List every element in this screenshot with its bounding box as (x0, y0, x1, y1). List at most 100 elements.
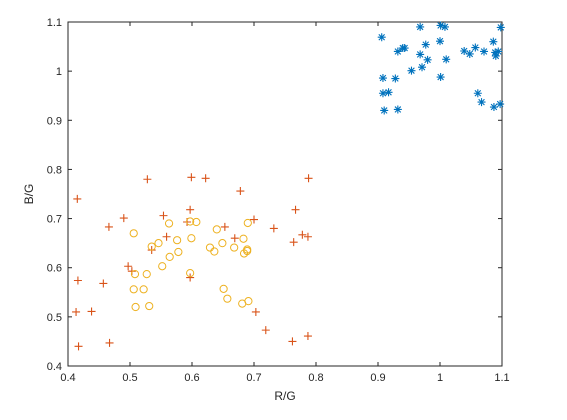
asterisk-point (393, 47, 402, 56)
plus-point (304, 174, 313, 183)
asterisk-point (400, 44, 409, 53)
x-tick-label: 0.7 (246, 372, 261, 384)
plus-point (124, 262, 133, 271)
circle-point (192, 217, 201, 227)
asterisk-point (477, 98, 486, 107)
data-points (72, 21, 505, 351)
circle-point (129, 229, 138, 238)
plus-point (162, 232, 171, 241)
plus-point (269, 224, 278, 233)
circle-point (142, 270, 151, 279)
asterisk-point (378, 74, 387, 83)
x-tick-label: 0.5 (122, 372, 137, 384)
y-axis-ticks: 0.4 0.5 0.6 0.7 0.8 0.9 1 1.1 (47, 17, 502, 373)
circle-point (218, 239, 227, 248)
plus-point (230, 234, 239, 243)
asterisk-point (418, 63, 427, 72)
asterisk-point (436, 21, 445, 30)
asterisk-point (378, 89, 387, 98)
plus-point (236, 187, 245, 196)
plus-point (261, 326, 270, 335)
asterisk-point (491, 48, 500, 57)
circle-point (165, 252, 174, 262)
x-tick-label: 1 (437, 372, 443, 384)
asterisk-point (423, 55, 432, 64)
x-tick-label: 0.6 (184, 372, 199, 384)
asterisk-point (496, 23, 505, 32)
y-tick-label: 1.1 (47, 17, 62, 29)
plus-point (250, 215, 258, 224)
plus-point (289, 238, 298, 247)
circle-point (212, 225, 221, 234)
circle-point (145, 301, 154, 311)
asterisk-point (391, 74, 400, 83)
asterisk-point (380, 106, 389, 115)
plus-point (105, 338, 114, 347)
x-tick-label: 0.9 (370, 372, 385, 384)
asterisk-point (494, 47, 503, 56)
asterisk-point (465, 49, 474, 58)
plus-point (72, 307, 81, 316)
plus-point (104, 222, 113, 231)
y-tick-label: 0.9 (47, 115, 62, 127)
asterisk-point (480, 47, 489, 56)
circle-point (139, 285, 148, 294)
circle-point (219, 284, 228, 293)
asterisk-point (442, 55, 451, 64)
circle-point (129, 285, 138, 294)
asterisk-point (491, 51, 500, 60)
plus-point (251, 307, 260, 316)
circle-point (223, 294, 232, 303)
circle-point (244, 297, 253, 306)
asterisk-point (416, 50, 425, 59)
plus-point (298, 230, 307, 239)
plus-point (303, 232, 312, 241)
asterisk-point (496, 100, 505, 109)
asterisk-point (436, 73, 445, 82)
asterisk-point (489, 37, 498, 46)
y-tick-label: 1 (56, 66, 62, 78)
x-axis-ticks: 0.4 0.5 0.6 0.7 0.8 0.9 1 1.1 (60, 22, 510, 384)
y-tick-label: 0.7 (47, 214, 62, 226)
asterisk-point (407, 66, 416, 75)
plus-point (186, 273, 195, 282)
circle-point (230, 243, 239, 252)
asterisk-point (436, 37, 444, 46)
circle-point (154, 239, 163, 248)
y-axis-label: B/G (22, 184, 36, 205)
asterisk-point (384, 88, 393, 97)
plus-point (291, 205, 300, 214)
circle-point (147, 242, 156, 251)
plus-point (303, 332, 312, 341)
circle-point (174, 247, 183, 257)
asterisk-point (473, 89, 482, 98)
asterisk-point (393, 105, 402, 114)
circle-point (131, 302, 140, 312)
circle-point (187, 234, 196, 243)
plus-point (201, 174, 210, 183)
plus-point (99, 279, 108, 288)
plus-point (187, 173, 196, 182)
circle-point (173, 236, 182, 245)
plus-point (74, 342, 83, 351)
plus-point (143, 175, 152, 184)
plus-point (73, 194, 82, 203)
circle-point (130, 270, 140, 279)
asterisk-point (460, 46, 469, 55)
asterisk-point (489, 103, 498, 112)
circle-point (164, 219, 174, 228)
plus-point (159, 211, 168, 220)
x-tick-label: 0.8 (308, 372, 323, 384)
x-tick-label: 1.1 (494, 372, 509, 384)
circle-point (210, 247, 219, 256)
plus-point (73, 276, 82, 285)
x-axis-label: R/G (274, 389, 295, 403)
circle-point (158, 262, 167, 271)
plus-point (186, 205, 195, 214)
x-tick-label: 0.4 (60, 372, 75, 384)
plus-point (220, 222, 229, 231)
plus-point (119, 214, 128, 223)
asterisk-point (440, 22, 449, 31)
circle-point (243, 218, 252, 228)
